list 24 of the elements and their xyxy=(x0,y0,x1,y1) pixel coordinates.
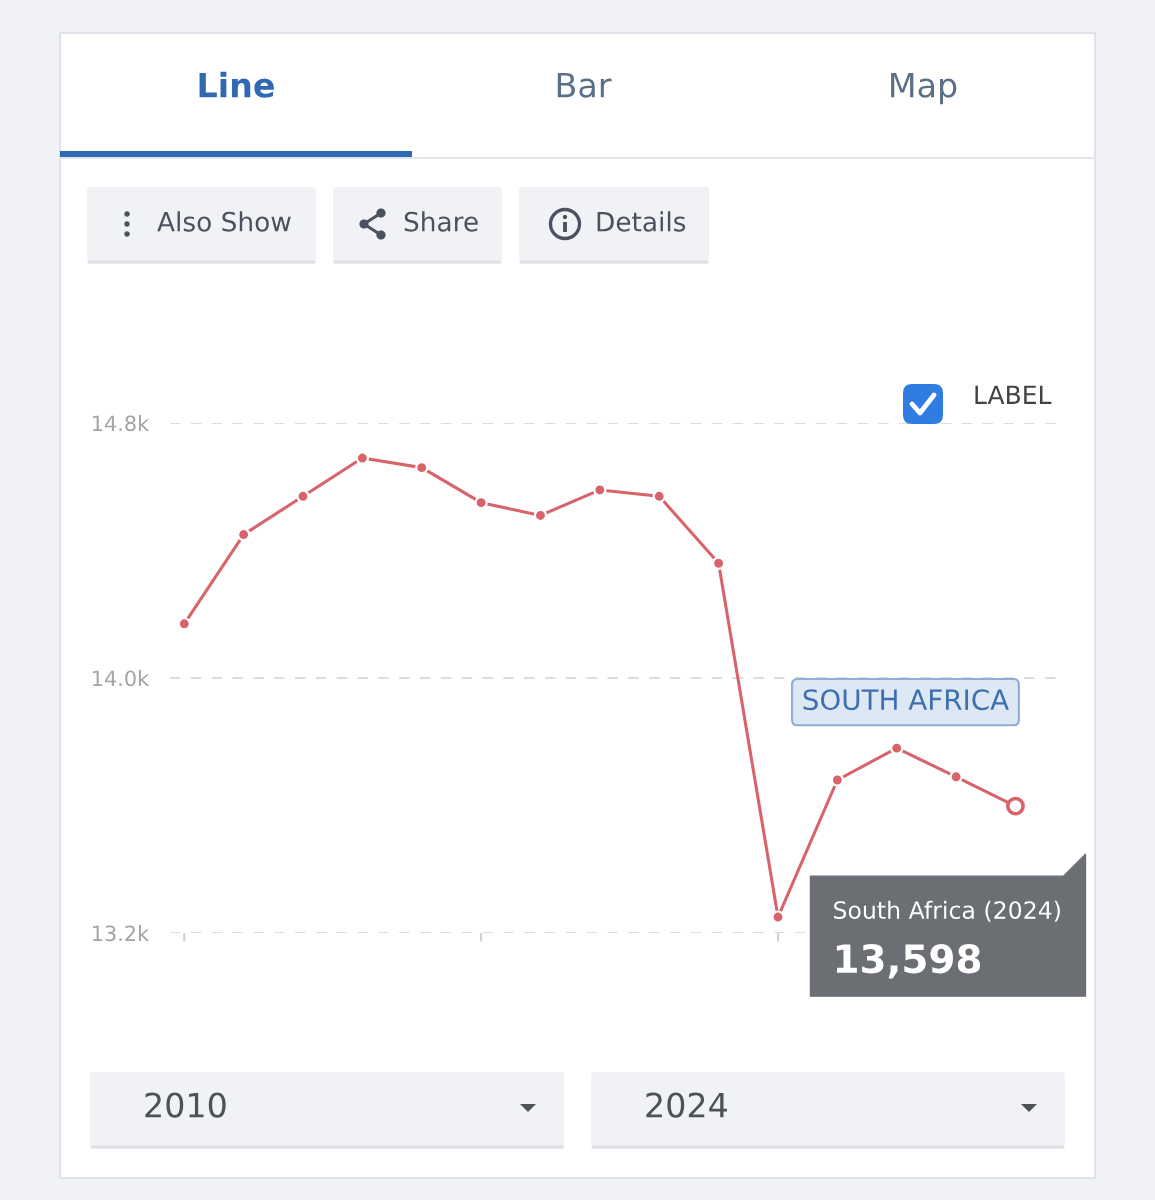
text: Map xyxy=(891,72,957,105)
text: Also Show xyxy=(157,211,291,232)
text: LABEL xyxy=(975,385,1052,404)
series-label: SOUTH AFRICA xyxy=(803,689,1009,711)
y-tick-label: 13.2k xyxy=(93,925,150,942)
text: 2010 xyxy=(145,1092,226,1118)
text: Details xyxy=(597,211,686,232)
text: Bar xyxy=(557,72,612,98)
point xyxy=(652,489,666,503)
point xyxy=(890,741,904,755)
point xyxy=(177,617,191,631)
point xyxy=(771,910,785,924)
y-tick-label: 14.8k xyxy=(93,415,150,432)
point xyxy=(296,489,310,503)
text: 2024 xyxy=(646,1092,727,1118)
y-tick-label: 14.0k xyxy=(93,670,150,687)
point xyxy=(474,496,488,510)
text: Line xyxy=(199,71,274,98)
text: 13,598 xyxy=(836,944,981,979)
point xyxy=(593,483,607,497)
text: Share xyxy=(404,211,478,232)
point xyxy=(355,451,370,465)
point xyxy=(949,770,963,784)
annotation: South Africa (2024) xyxy=(834,900,1060,922)
